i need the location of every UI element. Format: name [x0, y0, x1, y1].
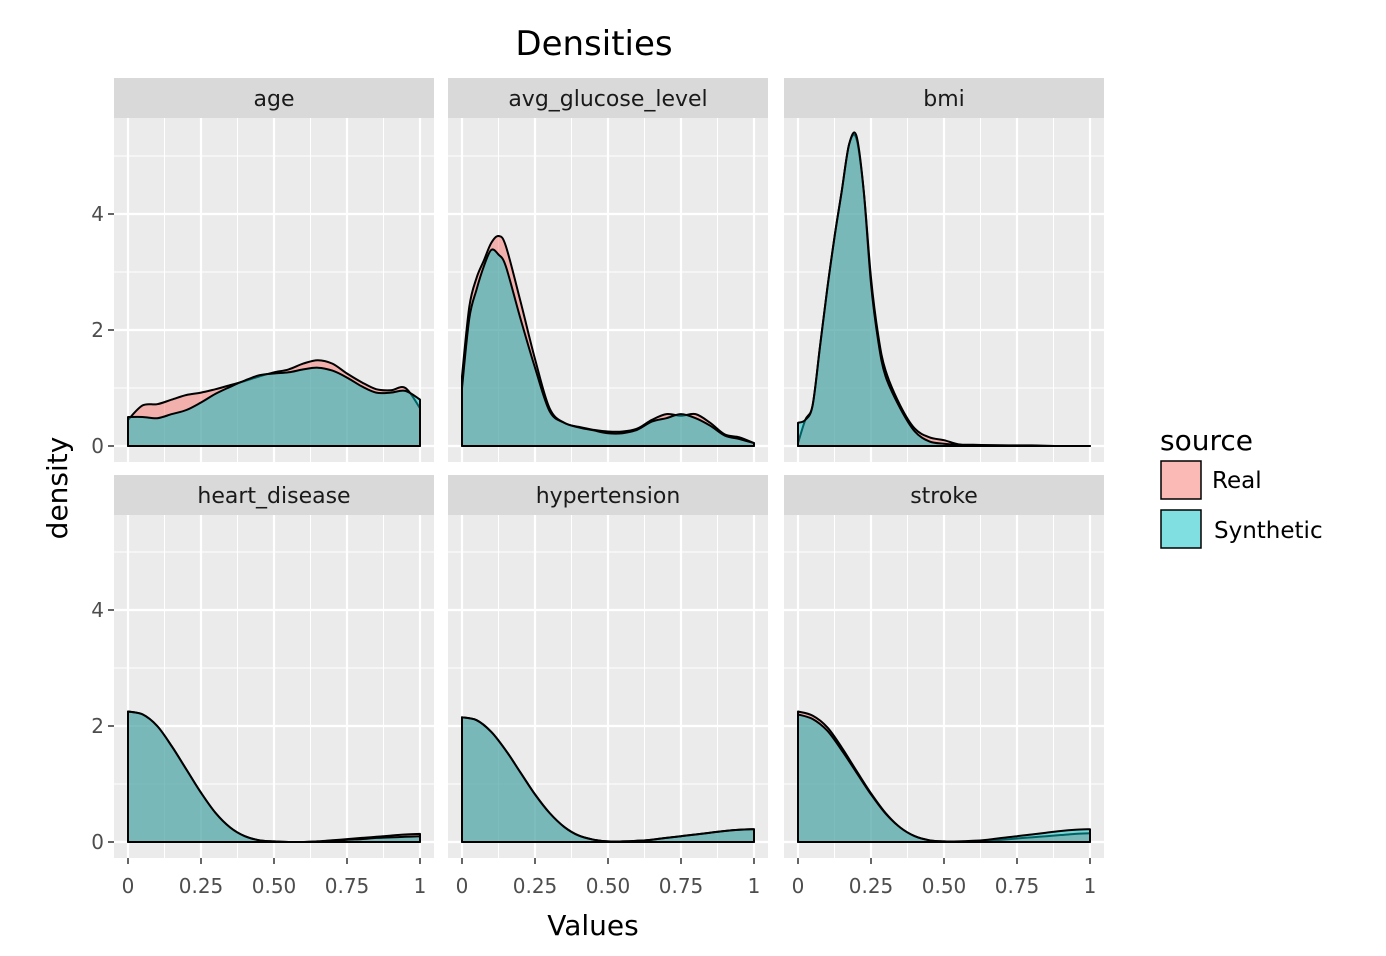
density-area-synthetic: [127, 710, 421, 843]
y-tick-label: 0: [91, 830, 104, 854]
y-tick-label: 0: [91, 434, 104, 458]
legend-key-synthetic: [1160, 509, 1202, 549]
facet-avg_glucose_level: avg_glucose_level: [448, 78, 768, 462]
facet-hypertension: hypertension 0 0.25 0.50 0.75 1: [448, 475, 768, 898]
legend-key-real: [1160, 460, 1202, 500]
density-area-synthetic: [797, 131, 1091, 448]
facet-strip-label: stroke: [910, 484, 978, 509]
facet-strip-label: heart_disease: [197, 484, 350, 509]
x-tick-label: 0.50: [586, 874, 631, 898]
density-area-synthetic: [461, 248, 755, 447]
y-tick-label: 4: [91, 202, 104, 226]
facet-strip: [114, 475, 434, 515]
x-tick-label: 0.75: [995, 874, 1040, 898]
x-tick-label: 0.25: [849, 874, 894, 898]
facet-strip-label: age: [254, 87, 295, 112]
facet-stroke: stroke 0 0.25 0.50 0.75 1: [784, 475, 1104, 898]
legend-label-synthetic: Synthetic: [1214, 518, 1323, 544]
x-tick-label: 0.75: [325, 874, 370, 898]
legend-title: source: [1160, 424, 1253, 457]
y-tick-label: 2: [91, 318, 104, 342]
facet-heart_disease: heart_disease 0 2 4 0 0.25 0.50 0.75 1: [91, 475, 434, 898]
y-axis-label: density: [41, 437, 74, 540]
density-area-synthetic: [461, 716, 755, 843]
density-area-synthetic: [797, 713, 1091, 843]
facet-strip-label: bmi: [923, 87, 965, 112]
x-tick-label: 0.75: [659, 874, 704, 898]
facet-strip-label: avg_glucose_level: [508, 87, 707, 112]
x-tick-label: 1: [414, 874, 427, 898]
x-tick-label: 0: [122, 874, 135, 898]
legend-label-real: Real: [1212, 468, 1262, 494]
y-tick-label: 2: [91, 714, 104, 738]
x-axis-label: Values: [547, 909, 638, 942]
x-tick-label: 1: [1084, 874, 1097, 898]
facet-strip: [448, 78, 768, 118]
facet-strip: [114, 78, 434, 118]
facet-strip: [784, 475, 1104, 515]
x-tick-label: 0: [456, 874, 469, 898]
x-tick-label: 0.25: [513, 874, 558, 898]
chart-title: Densities: [515, 24, 672, 64]
x-tick-label: 0.50: [252, 874, 297, 898]
facet-bmi: bmi: [784, 78, 1104, 462]
density-area-synthetic: [127, 366, 421, 447]
y-tick-label: 4: [91, 598, 104, 622]
facet-age: age 0 2 4: [91, 78, 434, 462]
x-tick-label: 0: [792, 874, 805, 898]
facet-strip: [448, 475, 768, 515]
facet-strip-label: hypertension: [536, 484, 681, 509]
legend: source Real Synthetic: [1160, 424, 1323, 549]
x-tick-label: 0.50: [922, 874, 967, 898]
facet-strip: [784, 78, 1104, 118]
x-tick-label: 0.25: [179, 874, 224, 898]
x-tick-label: 1: [748, 874, 761, 898]
